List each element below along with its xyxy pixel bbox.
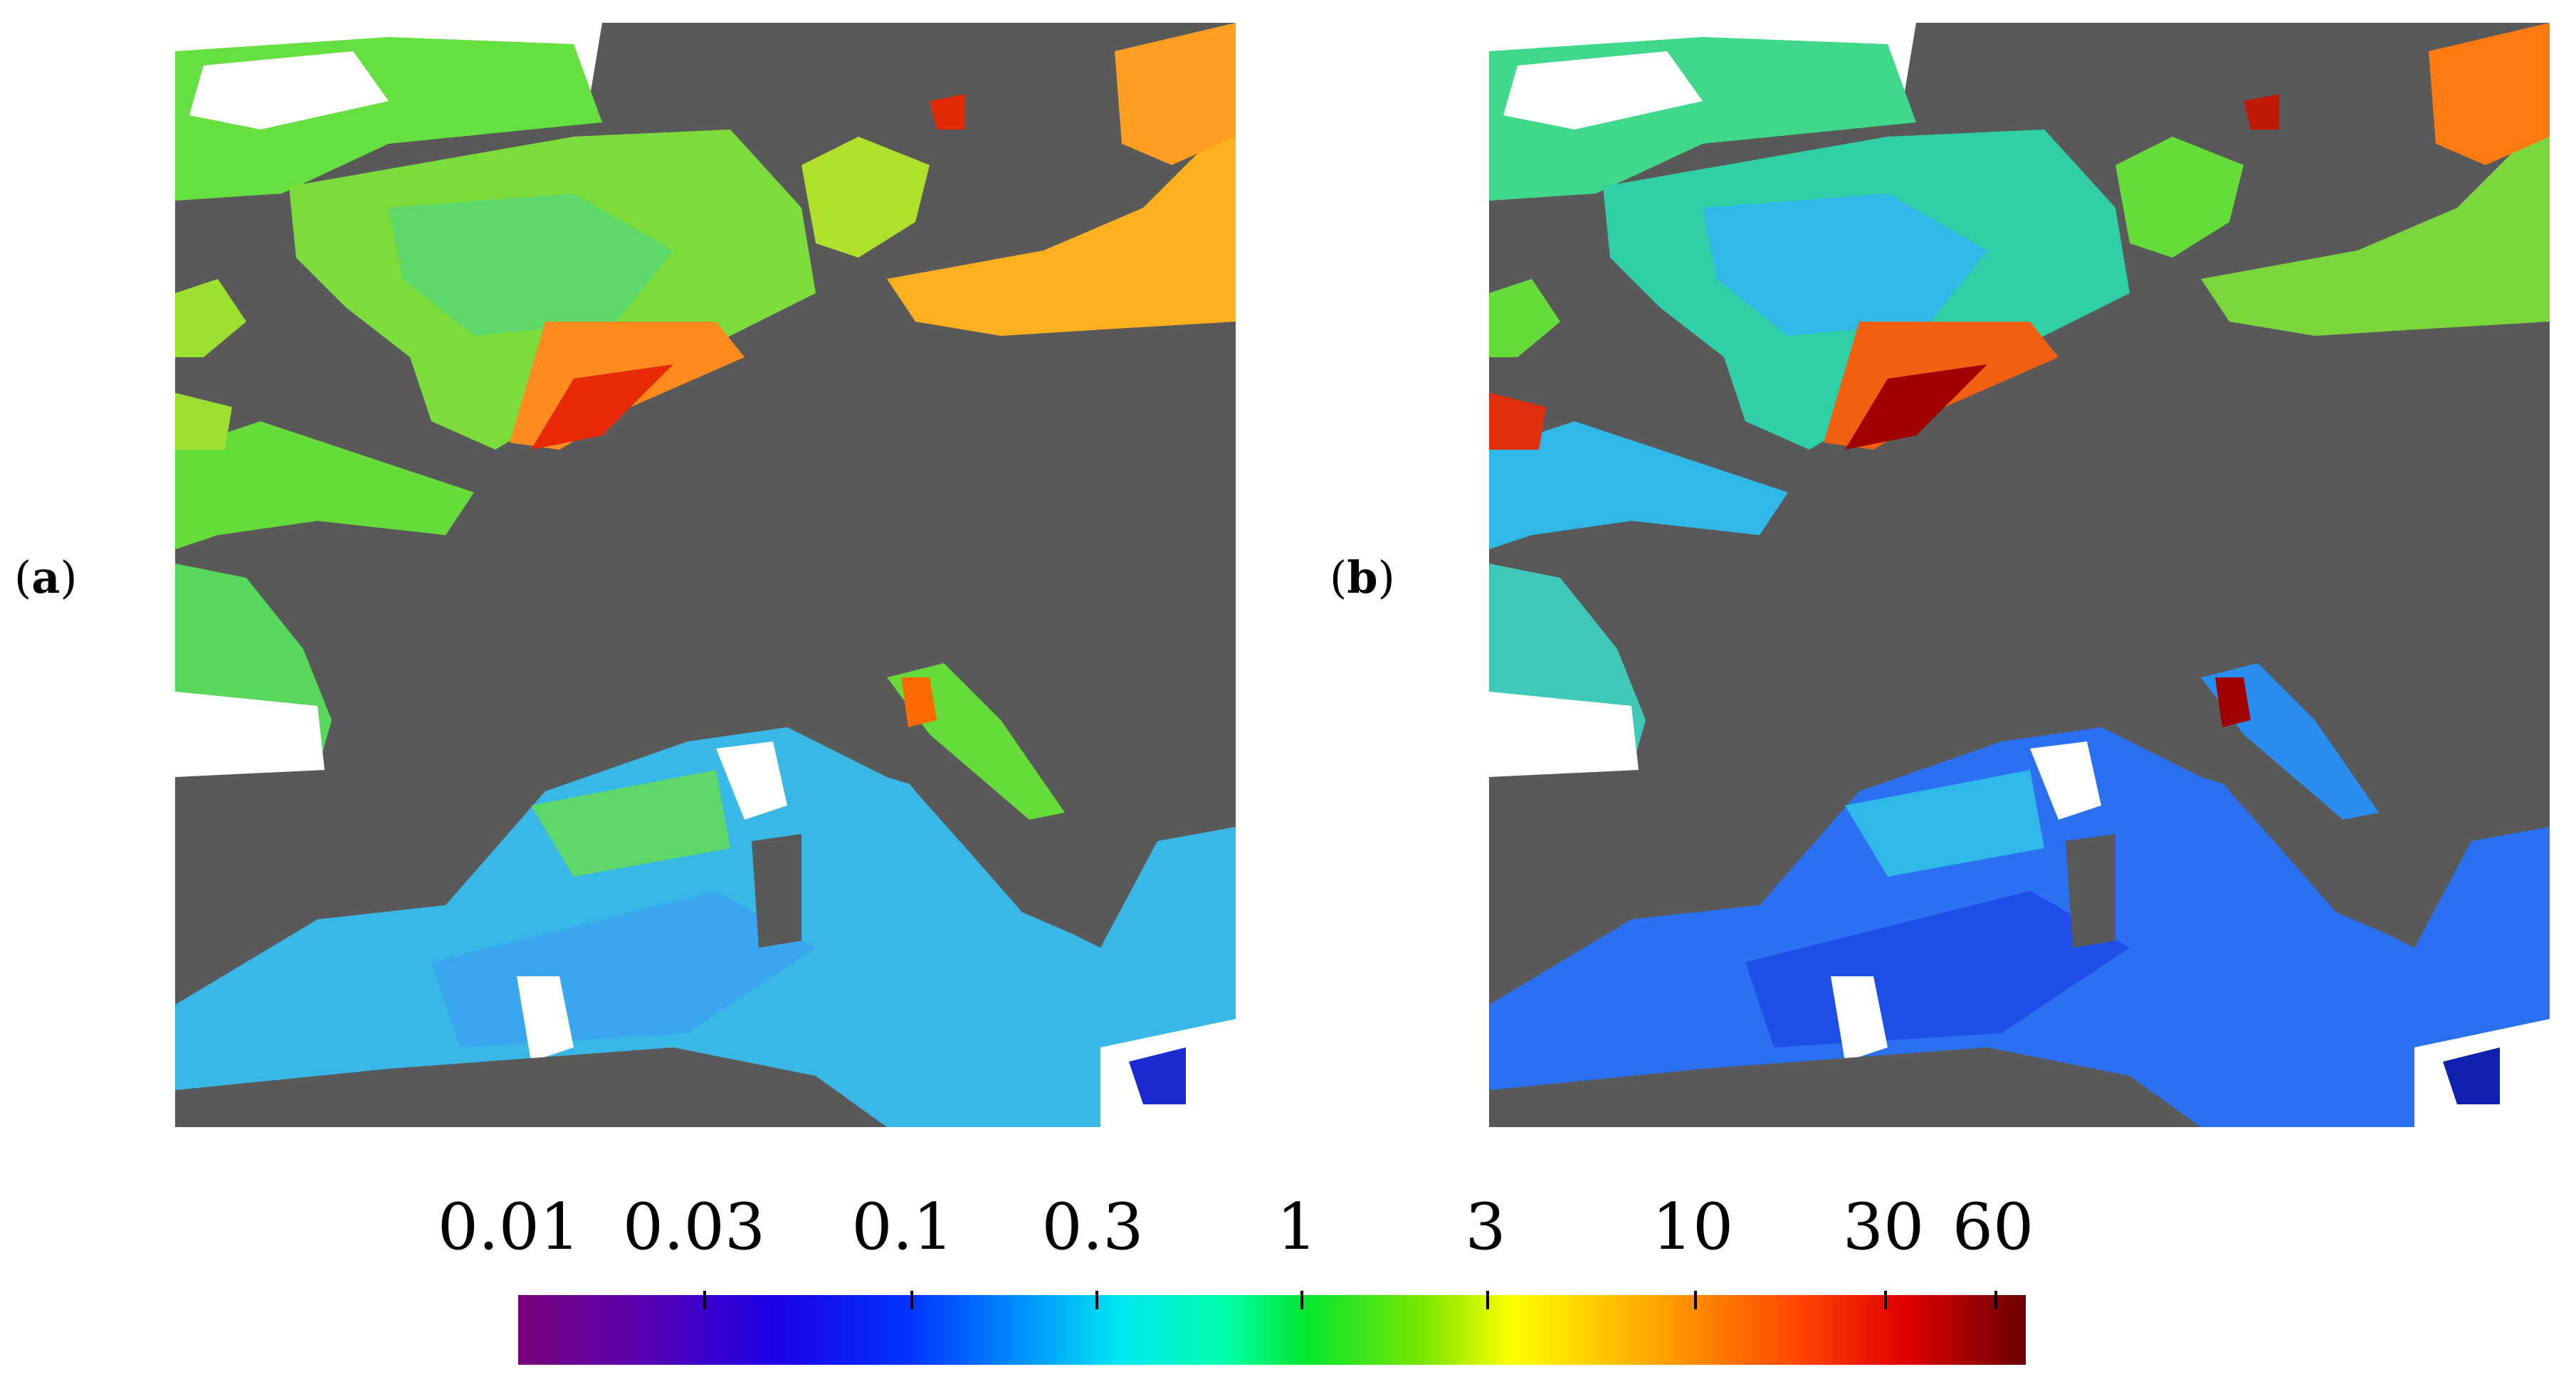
map-a-image xyxy=(175,23,1236,1127)
colorbar-tick xyxy=(1994,1291,1997,1309)
colorbar-label-60: 60 xyxy=(1952,1190,2034,1264)
colorbar-tick xyxy=(703,1291,706,1309)
colorbar-label-3: 3 xyxy=(1465,1190,1506,1264)
panel-label-b: (b) xyxy=(1330,551,1395,603)
colorbar-tick xyxy=(1486,1291,1489,1309)
colorbar-tick xyxy=(910,1291,913,1309)
colorbar-label-0-03: 0.03 xyxy=(622,1190,766,1264)
colorbar-gradient xyxy=(518,1295,2026,1365)
colorbar-label-30: 30 xyxy=(1842,1190,1925,1264)
colorbar xyxy=(518,1291,2026,1365)
colorbar-tick xyxy=(1095,1291,1098,1309)
panel-label-a: (a) xyxy=(14,551,78,603)
colorbar-label-10: 10 xyxy=(1651,1190,1734,1264)
colorbar-label-0-1: 0.1 xyxy=(851,1190,954,1264)
colorbar-label-0-01: 0.01 xyxy=(437,1190,581,1264)
colorbar-label-0-3: 0.3 xyxy=(1041,1190,1144,1264)
chlorophyll-map-a xyxy=(175,23,1236,1127)
colorbar-tick xyxy=(1300,1291,1303,1309)
colorbar-label-1: 1 xyxy=(1276,1190,1318,1264)
colorbar-tick xyxy=(1694,1291,1697,1309)
map-b-image xyxy=(1489,23,2550,1127)
chlorophyll-map-b xyxy=(1489,23,2550,1127)
colorbar-tick xyxy=(1884,1291,1887,1309)
